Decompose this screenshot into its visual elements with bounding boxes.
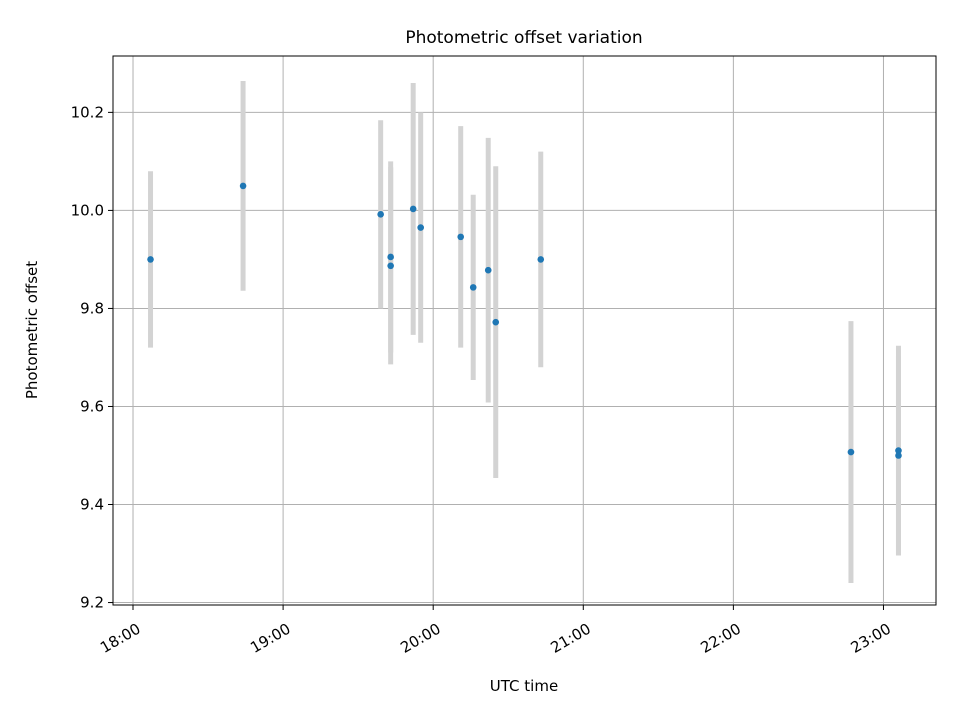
y-tick-label: 9.2 xyxy=(80,594,104,612)
data-point xyxy=(469,284,477,291)
x-axis-label: UTC time xyxy=(490,677,558,695)
data-point xyxy=(895,447,902,454)
data-point xyxy=(492,318,500,326)
data-point xyxy=(239,182,247,190)
grid xyxy=(113,56,936,605)
y-tick-label: 9.6 xyxy=(80,397,104,415)
data-point xyxy=(457,233,465,241)
data-point xyxy=(417,224,424,231)
data-point xyxy=(484,266,492,274)
data-point xyxy=(847,448,855,456)
data-point xyxy=(387,262,394,270)
data-point xyxy=(377,211,384,218)
y-tick-label: 10.2 xyxy=(71,103,104,121)
y-axis-label: Photometric offset xyxy=(23,261,41,399)
data-point xyxy=(147,256,154,263)
y-tick-label: 10.0 xyxy=(71,201,104,219)
y-tick-label: 9.8 xyxy=(80,299,104,317)
plot-area-frame xyxy=(112,55,937,606)
data-point xyxy=(409,205,417,213)
data-point xyxy=(537,256,545,263)
data-points xyxy=(147,182,902,459)
chart-title: Photometric offset variation xyxy=(405,28,642,48)
data-point xyxy=(895,452,902,459)
y-tick-label: 9.4 xyxy=(80,496,104,514)
data-point xyxy=(387,253,394,261)
